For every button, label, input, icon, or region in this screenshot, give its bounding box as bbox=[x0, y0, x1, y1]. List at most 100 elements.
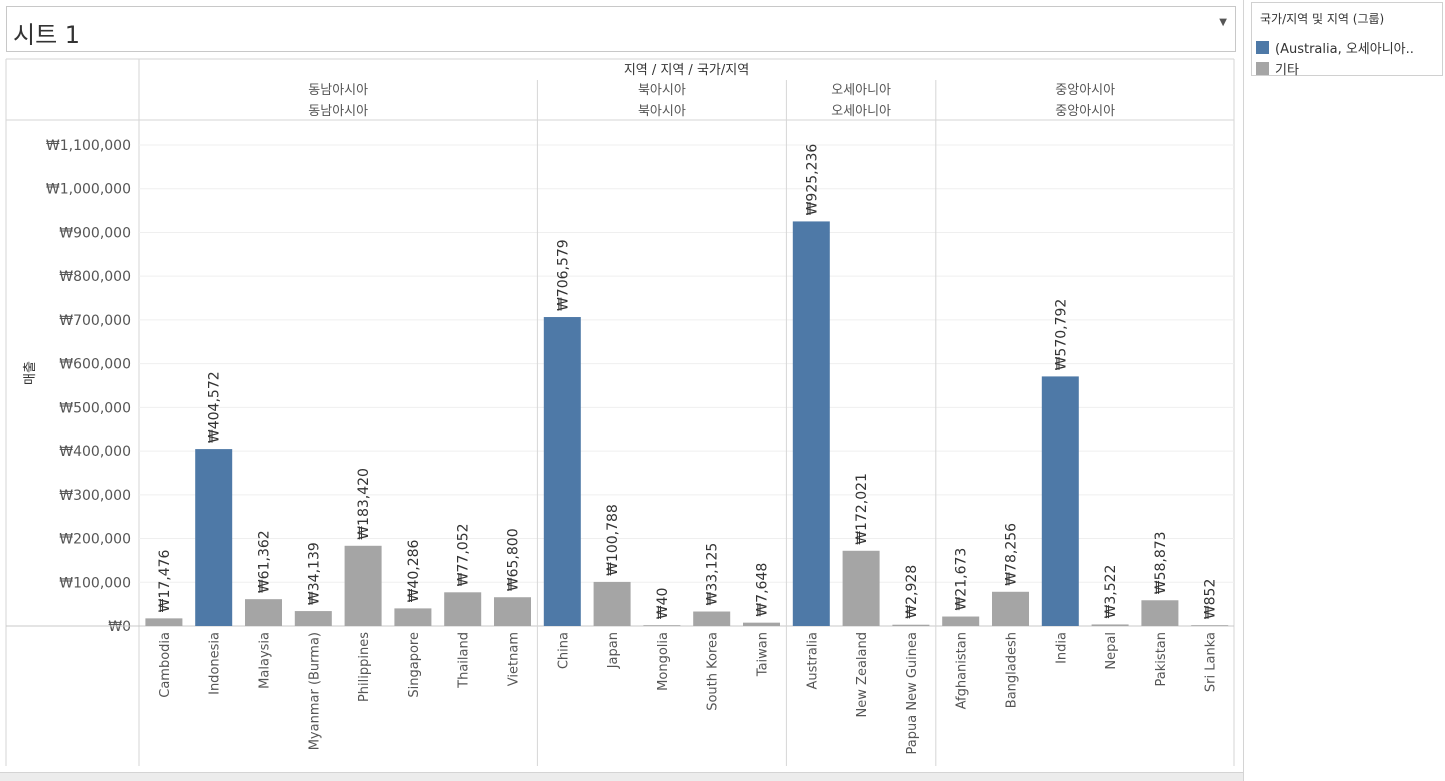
bar-cambodia bbox=[145, 618, 183, 626]
x-tick-label: Mongolia bbox=[656, 632, 671, 691]
bar-value-label: ₩21,673 bbox=[954, 548, 970, 611]
bar-australia bbox=[792, 221, 830, 626]
bar-myanmar-burma- bbox=[294, 611, 332, 626]
column-header-title: 지역 / 지역 / 국가/지역 bbox=[624, 63, 749, 78]
bar-sri-lanka bbox=[1191, 625, 1229, 626]
y-tick-label: ₩100,000 bbox=[59, 575, 131, 591]
x-tick-label: Afghanistan bbox=[955, 632, 970, 709]
bar-singapore bbox=[394, 608, 432, 626]
x-tick-label: South Korea bbox=[706, 632, 721, 711]
subregion-header: 동남아시아 bbox=[308, 104, 368, 119]
bar-new-zealand bbox=[842, 550, 880, 626]
y-tick-label: ₩800,000 bbox=[59, 269, 131, 285]
y-tick-label: ₩900,000 bbox=[59, 225, 131, 241]
legend-swatch bbox=[1256, 40, 1269, 54]
x-tick-label: New Zealand bbox=[855, 632, 870, 717]
y-tick-label: ₩400,000 bbox=[59, 444, 131, 460]
x-tick-label: Singapore bbox=[407, 632, 422, 698]
bar-value-label: ₩570,792 bbox=[1053, 299, 1069, 371]
bar-vietnam bbox=[494, 597, 531, 626]
subregion-header: 오세아니아 bbox=[831, 104, 891, 119]
bar-value-label: ₩61,362 bbox=[257, 530, 273, 593]
bar-chart: 지역 / 지역 / 국가/지역 ₩0 ₩100,000 ₩200,000 ₩300,00… bbox=[5, 58, 1235, 766]
legend-swatch bbox=[1256, 61, 1269, 75]
x-tick-label: Taiwan bbox=[756, 632, 771, 677]
bar-value-label: ₩7,648 bbox=[755, 563, 771, 617]
x-tick-label: Vietnam bbox=[507, 632, 522, 686]
legend-item-label: 기타 bbox=[1275, 62, 1299, 78]
subregion-header: 북아시아 bbox=[638, 104, 686, 119]
bar-value-label: ₩183,420 bbox=[356, 468, 372, 540]
bar-value-label: ₩34,139 bbox=[306, 542, 322, 605]
bar-value-label: ₩77,052 bbox=[456, 523, 472, 586]
bar-value-label: ₩40,286 bbox=[406, 539, 422, 602]
bar-philippines bbox=[344, 545, 382, 626]
bar-south-korea bbox=[693, 611, 731, 626]
horizontal-scrollbar[interactable] bbox=[0, 772, 1243, 781]
legend-item-label: (Australia, 오세아니아.. bbox=[1275, 41, 1414, 57]
region-header: 북아시아 bbox=[638, 83, 686, 98]
y-tick-label: ₩300,000 bbox=[59, 488, 131, 504]
bar-value-label: ₩706,579 bbox=[555, 239, 571, 311]
bar-india bbox=[1041, 376, 1079, 626]
bar-value-label: ₩78,256 bbox=[1004, 523, 1020, 586]
x-tick-label: Bangladesh bbox=[1005, 632, 1020, 708]
x-tick-label: Sri Lanka bbox=[1204, 632, 1219, 692]
panel-divider bbox=[1243, 0, 1244, 781]
bar-value-label: ₩3,522 bbox=[1103, 565, 1119, 619]
bar-pakistan bbox=[1141, 600, 1179, 626]
bar-value-label: ₩17,476 bbox=[157, 549, 173, 612]
bar-afghanistan bbox=[942, 616, 980, 626]
x-tick-label: Malaysia bbox=[258, 632, 273, 689]
x-tick-label: Indonesia bbox=[208, 632, 223, 695]
legend-item-highlight[interactable]: (Australia, 오세아니아.. bbox=[1256, 38, 1414, 57]
y-tick-label: ₩200,000 bbox=[59, 532, 131, 548]
x-tick-label: China bbox=[556, 632, 571, 669]
y-tick-label: ₩700,000 bbox=[59, 313, 131, 329]
legend-item-other[interactable]: 기타 bbox=[1256, 59, 1299, 78]
bar-value-label: ₩852 bbox=[1203, 579, 1219, 620]
x-tick-label: Philippines bbox=[357, 632, 372, 702]
bar-japan bbox=[593, 581, 631, 626]
bar-indonesia bbox=[195, 449, 233, 626]
bar-value-label: ₩172,021 bbox=[854, 473, 870, 545]
bar-value-label: ₩925,236 bbox=[804, 144, 820, 216]
y-axis-label: 매출 bbox=[23, 361, 38, 385]
x-tick-label: India bbox=[1054, 632, 1069, 664]
bar-papua-new-guinea bbox=[892, 624, 930, 626]
x-tick-label: Cambodia bbox=[158, 632, 173, 698]
bar-value-label: ₩2,928 bbox=[904, 565, 920, 619]
bar-value-label: ₩33,125 bbox=[705, 543, 721, 606]
x-tick-label: Myanmar (Burma) bbox=[307, 632, 322, 750]
legend-title: 국가/지역 및 지역 (그룹) bbox=[1260, 12, 1385, 26]
bar-china bbox=[543, 317, 581, 626]
bar-mongolia bbox=[643, 625, 681, 626]
x-tick-label: Thailand bbox=[457, 632, 472, 689]
y-tick-label: ₩500,000 bbox=[59, 400, 131, 416]
bar-taiwan bbox=[743, 622, 780, 626]
sheet-title-box[interactable]: 시트 1 ▼ bbox=[6, 6, 1236, 52]
x-tick-label: Nepal bbox=[1104, 632, 1119, 670]
bar-value-label: ₩58,873 bbox=[1153, 531, 1169, 594]
region-header: 오세아니아 bbox=[831, 83, 891, 98]
x-tick-label: Australia bbox=[805, 632, 820, 690]
sheet-title: 시트 1 bbox=[13, 21, 81, 49]
dropdown-arrow-icon[interactable]: ▼ bbox=[1219, 17, 1227, 28]
bar-nepal bbox=[1091, 624, 1129, 626]
x-tick-label: Pakistan bbox=[1154, 632, 1169, 686]
color-legend: 국가/지역 및 지역 (그룹) (Australia, 오세아니아.. 기타 bbox=[1251, 2, 1443, 78]
bar-bangladesh bbox=[992, 591, 1029, 626]
y-tick-label: ₩1,000,000 bbox=[46, 182, 131, 198]
bar-value-label: ₩404,572 bbox=[207, 371, 223, 443]
subregion-header: 중앙아시아 bbox=[1055, 104, 1115, 119]
region-header: 중앙아시아 bbox=[1055, 83, 1115, 98]
bar-value-label: ₩100,788 bbox=[605, 504, 621, 576]
bar-thailand bbox=[444, 592, 482, 626]
region-header: 동남아시아 bbox=[308, 83, 368, 98]
bar-malaysia bbox=[245, 599, 282, 626]
y-tick-label: ₩1,100,000 bbox=[46, 138, 131, 154]
y-tick-label: ₩0 bbox=[108, 619, 131, 635]
y-tick-label: ₩600,000 bbox=[59, 357, 131, 373]
x-tick-label: Japan bbox=[606, 632, 621, 669]
